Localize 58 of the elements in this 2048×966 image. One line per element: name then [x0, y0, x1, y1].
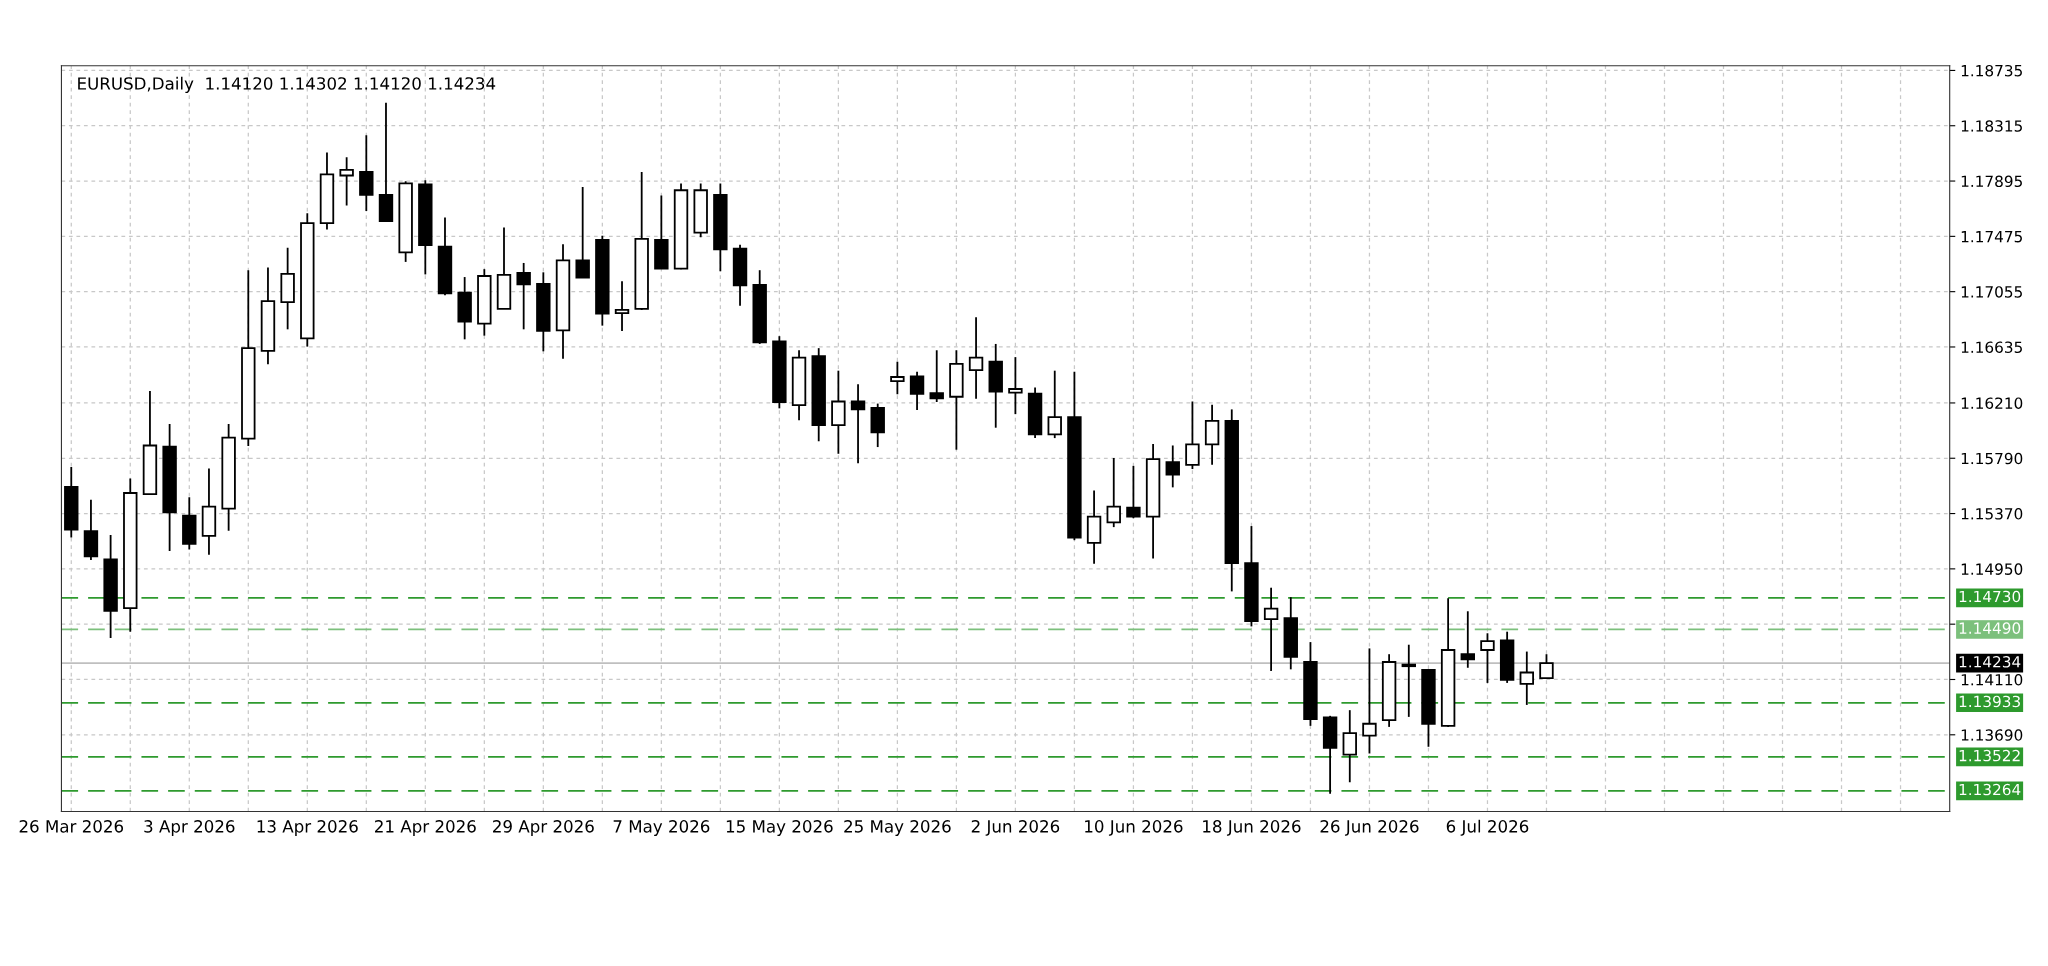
- y-tick-label: 1.17895: [1961, 175, 2022, 188]
- y-tick-label: 1.15370: [1961, 508, 2023, 520]
- candlestick: [1204, 403, 1220, 466]
- candlestick: [359, 134, 374, 212]
- candlestick: [1106, 457, 1121, 529]
- x-tick-label: 6 Jul 2026: [1446, 819, 1529, 836]
- ref-line-label: 1.13264: [1959, 783, 2021, 796]
- ref-line-label: 1.14730: [1959, 590, 2021, 603]
- ref-line-label: 1.14490: [1959, 622, 2021, 634]
- y-tick-label: 1.17475: [1961, 231, 2022, 243]
- x-tick-label: 10 Jun 2026: [1085, 820, 1183, 836]
- candlestick: [929, 349, 944, 403]
- candlestick: [890, 360, 905, 396]
- y-tick-label: 1.18315: [1961, 120, 2022, 132]
- candlestick: [516, 262, 531, 331]
- y-tick-label: 1.13690: [1961, 729, 2023, 741]
- candlestick: [575, 186, 590, 279]
- x-tick-label: 26 Jun 2026: [1320, 820, 1419, 836]
- x-tick-label: 29 Apr 2026: [493, 820, 594, 836]
- text: EURUSD,Daily 1.14120 1.14302 1.14120 1.14234: [78, 76, 496, 93]
- x-tick-label: 3 Apr 2026: [144, 820, 235, 836]
- candlestick: [1342, 709, 1357, 784]
- candlestick: [1519, 650, 1535, 706]
- x-tick-label: 26 Mar 2026: [19, 820, 124, 833]
- candlestick: [1480, 632, 1495, 684]
- y-tick-label: 1.14110: [1961, 673, 2023, 686]
- candlestick: [1185, 400, 1200, 470]
- candlestick: [831, 369, 846, 455]
- candlestick: [339, 156, 354, 207]
- ref-line-label: 1.14234: [1959, 656, 2021, 668]
- y-tick-label: 1.16210: [1961, 397, 2023, 409]
- x-tick-label: 13 Apr 2026: [257, 820, 358, 836]
- x-tick-label: 21 Apr 2026: [375, 820, 476, 836]
- candlestick: [909, 370, 925, 411]
- candlestick: [1047, 369, 1062, 440]
- candlestick: [968, 316, 984, 400]
- candlestick: [1263, 586, 1279, 672]
- candlestick: [1539, 653, 1554, 680]
- y-tick-label: 1.16635: [1961, 341, 2022, 353]
- candlestick: [614, 280, 630, 332]
- x-tick-label: 15 May 2026: [726, 820, 833, 836]
- candlestick: [850, 383, 866, 465]
- ref-line-label: 1.13933: [1959, 695, 2020, 708]
- candlestick: [1362, 647, 1377, 755]
- candlestick: [1460, 610, 1475, 669]
- candlestick: [1165, 444, 1180, 489]
- x-tick-label: 25 May 2026: [844, 820, 951, 836]
- ref-line-label: 1.13522: [1959, 749, 2020, 762]
- candlestick: [1126, 464, 1141, 520]
- x-tick-label: 2 Jun 2026: [971, 820, 1060, 836]
- y-tick-label: 1.17055: [1961, 286, 2022, 298]
- y-tick-label: 1.15790: [1961, 452, 2023, 465]
- candlestick: [1401, 643, 1416, 718]
- y-tick-label: 1.14950: [1961, 563, 2023, 575]
- x-tick-label: 18 Jun 2026: [1203, 820, 1301, 836]
- x-tick-label: 7 May 2026: [613, 820, 710, 836]
- candlestick: [1008, 356, 1023, 416]
- y-tick-label: 1.18735: [1961, 64, 2022, 77]
